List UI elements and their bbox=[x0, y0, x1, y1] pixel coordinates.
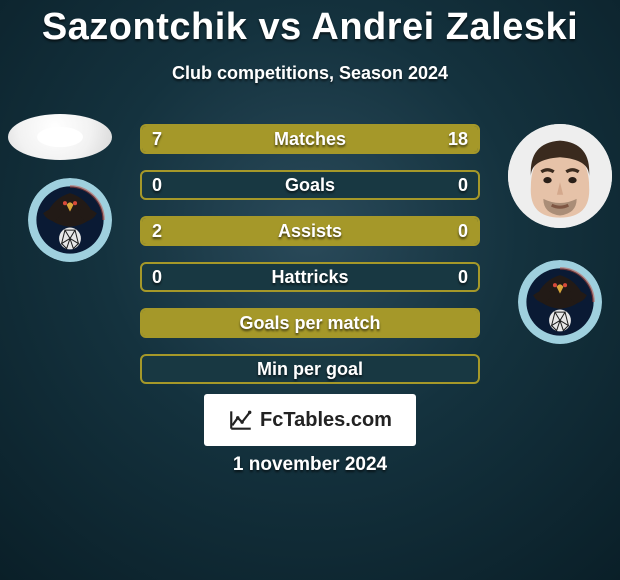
page-title: Sazontchik vs Andrei Zaleski bbox=[0, 6, 620, 49]
stat-row-goals-per-match: Goals per match bbox=[140, 308, 480, 338]
stats-bars: 7 Matches 18 0 Goals 0 2 Assists 0 0 Hat… bbox=[140, 124, 480, 400]
stat-label: Min per goal bbox=[142, 356, 478, 382]
stat-value-right: 0 bbox=[458, 218, 468, 244]
stat-row-min-per-goal: Min per goal bbox=[140, 354, 480, 384]
watermark-text: FcTables.com bbox=[260, 409, 392, 432]
stat-label: Goals bbox=[142, 172, 478, 198]
player-right-club-badge bbox=[518, 260, 602, 344]
club-crest-icon bbox=[28, 178, 112, 262]
player-left-avatar bbox=[8, 114, 112, 160]
stat-value-right: 0 bbox=[458, 172, 468, 198]
infographic-content: Sazontchik vs Andrei Zaleski Club compet… bbox=[0, 0, 620, 580]
player-right-avatar bbox=[508, 124, 612, 228]
avatar-placeholder-icon bbox=[8, 114, 112, 160]
stat-value-right: 0 bbox=[458, 264, 468, 290]
stat-row-matches: 7 Matches 18 bbox=[140, 124, 480, 154]
stat-label: Goals per match bbox=[142, 310, 478, 336]
stat-row-goals: 0 Goals 0 bbox=[140, 170, 480, 200]
stat-label: Matches bbox=[142, 126, 478, 152]
subtitle: Club competitions, Season 2024 bbox=[0, 63, 620, 84]
stat-row-assists: 2 Assists 0 bbox=[140, 216, 480, 246]
club-crest-icon bbox=[518, 260, 602, 344]
player-left-club-badge bbox=[28, 178, 112, 262]
watermark-chart-icon bbox=[228, 407, 254, 433]
date-label: 1 november 2024 bbox=[0, 454, 620, 476]
stat-value-right: 18 bbox=[448, 126, 468, 152]
stat-row-hattricks: 0 Hattricks 0 bbox=[140, 262, 480, 292]
watermark: FcTables.com bbox=[204, 394, 416, 446]
stat-label: Hattricks bbox=[142, 264, 478, 290]
avatar-face-icon bbox=[508, 124, 612, 228]
stat-label: Assists bbox=[142, 218, 478, 244]
